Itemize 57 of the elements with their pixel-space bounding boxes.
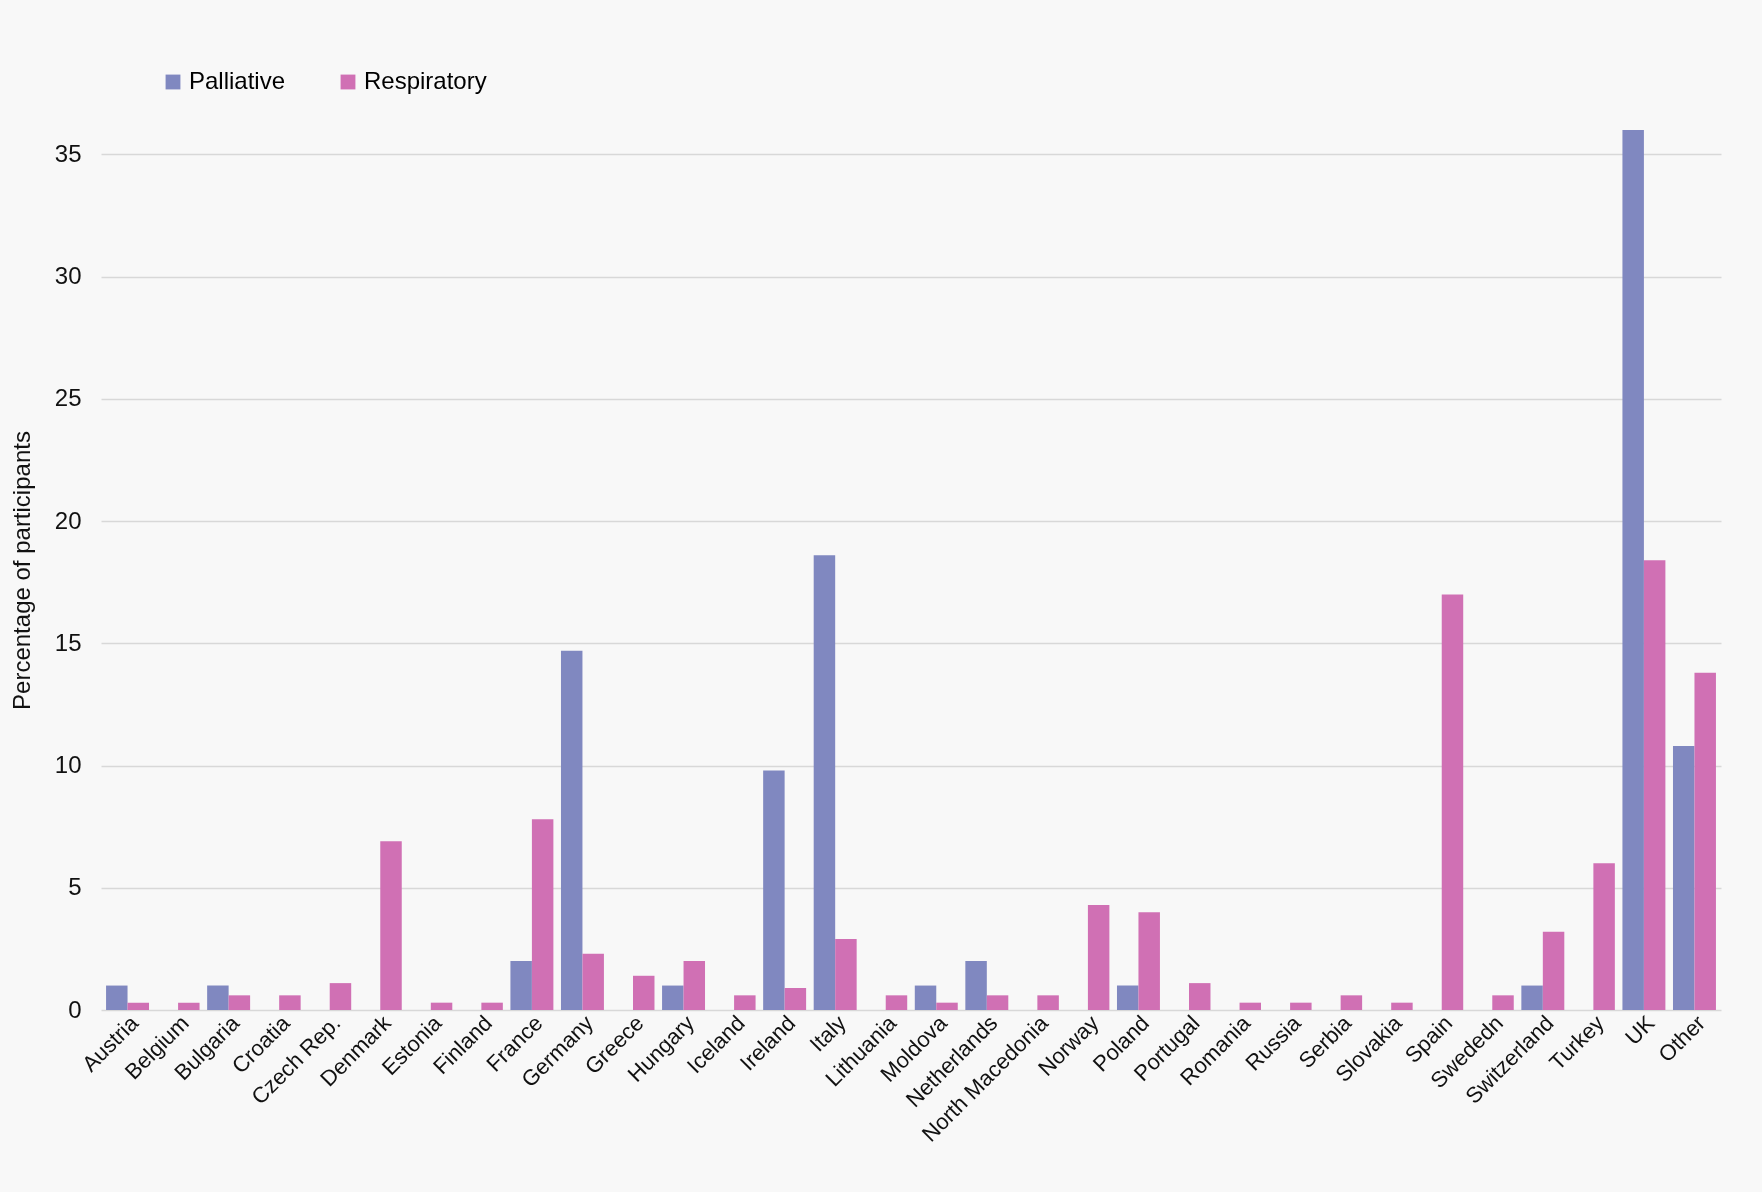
bar [1622,130,1644,1010]
bar [1290,1002,1312,1010]
bar [936,1002,958,1010]
bar [207,985,229,1010]
bar [127,1002,150,1010]
y-tick-label: 35 [54,139,82,167]
y-tick-label: 15 [54,628,82,656]
y-tick-label: 30 [54,262,82,290]
bar [1643,560,1666,1010]
bar [1521,985,1543,1010]
bar [813,555,836,1010]
bar [531,819,554,1010]
bar [1492,995,1514,1010]
bar [965,961,987,1010]
bar [683,961,706,1010]
bar [986,995,1009,1010]
bar [1672,746,1695,1010]
bar [582,953,604,1010]
bar [914,985,937,1010]
bar [510,961,532,1010]
bar [734,995,756,1010]
bar [1189,983,1211,1010]
bar [279,995,301,1010]
bar [662,985,684,1010]
bar [178,1002,200,1010]
legend-label: Respiratory [364,67,487,94]
bar [835,939,857,1010]
bar [1087,904,1110,1010]
bar [560,650,583,1010]
bar [1116,985,1139,1010]
bar [106,985,128,1010]
y-tick-label: 0 [68,995,82,1023]
bar [1138,912,1160,1010]
bar [380,841,402,1010]
y-tick-label: 25 [54,384,82,412]
y-tick-label: 5 [68,873,82,901]
bar [784,988,807,1010]
bar [228,995,251,1010]
bar [885,995,908,1010]
bar [1037,995,1059,1010]
y-axis-title: Percentage of participants [7,431,35,710]
bar [430,1002,453,1010]
bar [633,975,655,1010]
bar [1441,594,1464,1010]
bar [481,1002,503,1010]
bar [1391,1002,1413,1010]
bar [1340,995,1363,1010]
bar [1593,863,1615,1010]
bar [329,983,352,1010]
bar [763,770,785,1010]
bar [1542,931,1565,1010]
y-tick-label: 20 [54,506,82,534]
bar [1694,672,1716,1010]
legend-label: Palliative [189,67,286,94]
x-tick-label: UK [1620,1010,1660,1050]
bar [1239,1002,1262,1010]
y-tick-label: 10 [54,751,82,779]
